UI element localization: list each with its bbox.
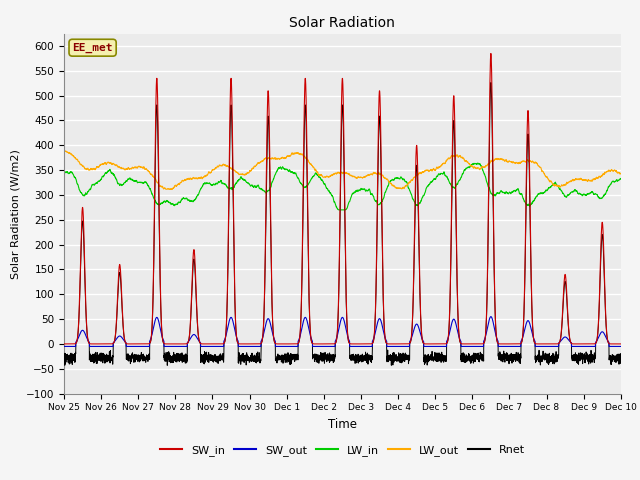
X-axis label: Time: Time [328,418,357,431]
Text: EE_met: EE_met [72,43,113,53]
Y-axis label: Solar Radiation (W/m2): Solar Radiation (W/m2) [10,149,20,278]
Legend: SW_in, SW_out, LW_in, LW_out, Rnet: SW_in, SW_out, LW_in, LW_out, Rnet [156,440,529,460]
Title: Solar Radiation: Solar Radiation [289,16,396,30]
